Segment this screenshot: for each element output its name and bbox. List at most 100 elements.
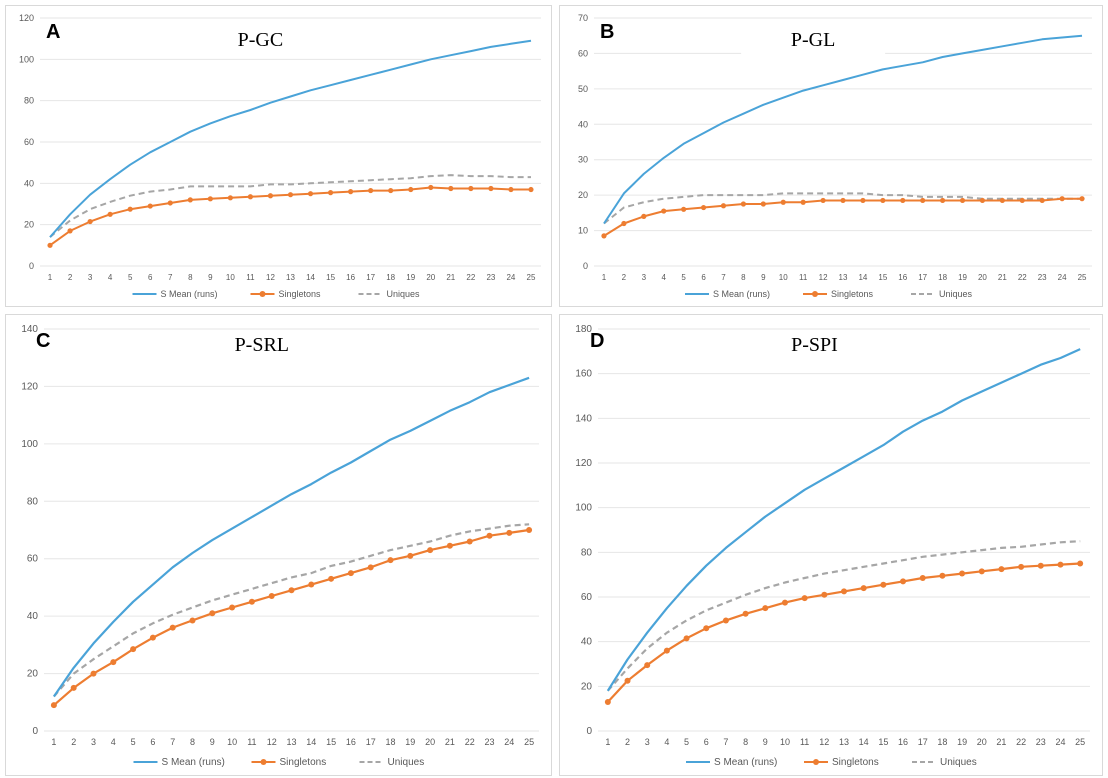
data-point	[407, 552, 414, 559]
data-point	[50, 702, 57, 709]
title-backdrop	[189, 331, 334, 359]
data-point	[661, 208, 667, 214]
y-tick-label: 70	[578, 13, 588, 23]
data-point	[681, 206, 687, 212]
y-tick-label: 10	[578, 226, 588, 236]
data-point	[821, 591, 828, 598]
x-tick-label: 7	[723, 737, 728, 747]
x-tick-label: 21	[996, 737, 1006, 747]
series-line-uniques	[606, 540, 1081, 692]
chart-panel-c: 0 20 40 60 80 100 120 140 1 2 3 4 5 6 7 8 9 10 11 12 13 14 15 1…	[5, 314, 552, 776]
data-point	[644, 662, 651, 669]
data-point	[47, 242, 53, 248]
y-tick-label: 20	[27, 669, 39, 680]
x-tick-label: 13	[286, 737, 296, 747]
data-point	[940, 197, 946, 204]
y-tick-label: 20	[24, 220, 34, 230]
x-tick-label: 19	[406, 273, 415, 282]
data-point	[781, 599, 788, 606]
data-point	[801, 595, 808, 602]
series-line-singletons	[53, 528, 530, 707]
x-tick-label: 17	[918, 273, 927, 282]
x-tick-label: 24	[1058, 273, 1067, 282]
data-point	[979, 197, 986, 204]
y-tick-label: 0	[586, 726, 592, 737]
x-tick-label: 13	[839, 273, 848, 282]
y-tick-label: 60	[27, 554, 39, 565]
y-tick-label: 40	[27, 611, 39, 622]
x-tick-label: 23	[486, 273, 495, 282]
x-tick-label: 3	[642, 273, 647, 282]
data-point	[860, 585, 867, 592]
data-point	[920, 197, 926, 204]
x-tick-label: 4	[108, 273, 113, 282]
chart-title: P-SPI	[791, 334, 838, 356]
data-point	[604, 698, 611, 705]
x-tick-label: 3	[91, 737, 96, 747]
x-tick-label: 19	[405, 737, 415, 747]
data-point	[466, 538, 473, 545]
data-point	[488, 185, 494, 192]
y-tick-label: 40	[578, 119, 588, 129]
data-point	[939, 572, 946, 579]
data-point	[169, 624, 176, 631]
data-point	[87, 218, 93, 225]
panel-letter: C	[36, 330, 50, 352]
data-point	[703, 625, 710, 632]
data-point	[348, 189, 354, 195]
data-point	[998, 566, 1005, 573]
data-point	[248, 598, 255, 605]
x-tick-label: 10	[227, 737, 237, 747]
x-tick-label: 24	[506, 273, 515, 282]
data-point	[700, 204, 707, 211]
data-point	[1077, 560, 1084, 567]
x-tick-label: 9	[763, 737, 768, 747]
x-tick-label: 18	[938, 273, 947, 282]
y-tick-label: 100	[21, 439, 38, 450]
data-point	[641, 213, 647, 219]
x-tick-label: 14	[306, 273, 315, 282]
x-tick-label: 13	[839, 737, 849, 747]
data-point	[167, 200, 173, 206]
series-line-uniques	[49, 174, 531, 238]
y-tick-label: 140	[575, 413, 592, 424]
data-point	[1039, 197, 1045, 204]
x-tick-label: 22	[466, 273, 475, 282]
data-point	[70, 684, 77, 691]
x-tick-label: 6	[704, 737, 709, 747]
x-tick-label: 20	[426, 273, 435, 282]
data-point	[130, 646, 137, 653]
x-tick-label: 10	[779, 273, 788, 282]
data-point	[506, 529, 513, 536]
x-tick-label: 25	[1075, 737, 1085, 747]
data-point	[663, 647, 670, 654]
x-tick-label: 8	[743, 737, 748, 747]
chart-title: P-GC	[238, 29, 284, 51]
data-point	[347, 570, 354, 577]
data-point	[328, 575, 335, 582]
x-tick-label: 16	[346, 273, 355, 282]
title-backdrop	[742, 331, 887, 359]
x-tick-label: 20	[425, 737, 435, 747]
data-point	[229, 604, 236, 611]
y-tick-label: 50	[578, 84, 588, 94]
x-tick-label: 14	[306, 737, 316, 747]
x-tick-label: 2	[68, 273, 73, 282]
x-tick-label: 25	[527, 273, 536, 282]
x-tick-label: 15	[326, 273, 335, 282]
data-point	[227, 195, 233, 201]
legend-label: S Mean (runs)	[162, 757, 225, 768]
x-tick-label: 18	[385, 737, 395, 747]
x-tick-label: 4	[111, 737, 116, 747]
chart-panel-b: 0 10 20 30 40 50 60 70 1 2 3 4 5 6 7 8 9 10 11 12 13 14 15 16 17…	[559, 5, 1103, 307]
series-line-s-mean-runs	[49, 39, 532, 238]
x-tick-label: 6	[148, 273, 153, 282]
x-tick-label: 10	[780, 737, 790, 747]
title-backdrop	[188, 26, 333, 54]
y-tick-label: 100	[19, 54, 34, 64]
data-point	[601, 233, 607, 239]
y-tick-label: 40	[581, 637, 593, 648]
data-point	[189, 617, 196, 624]
